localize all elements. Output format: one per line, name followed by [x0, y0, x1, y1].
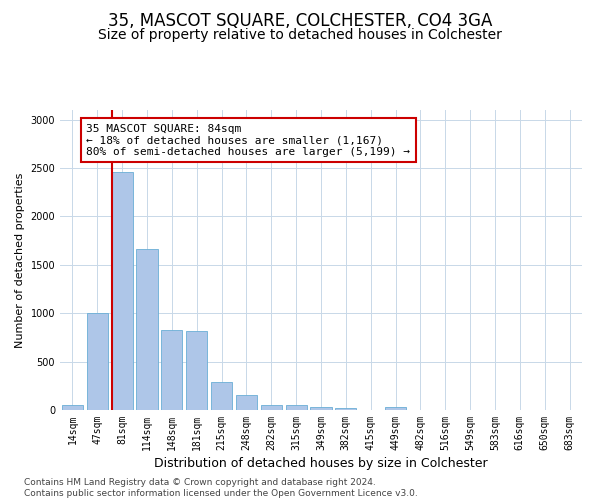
Y-axis label: Number of detached properties: Number of detached properties — [15, 172, 25, 348]
Text: 35 MASCOT SQUARE: 84sqm
← 18% of detached houses are smaller (1,167)
80% of semi: 35 MASCOT SQUARE: 84sqm ← 18% of detache… — [86, 124, 410, 156]
Bar — [161, 330, 182, 410]
Text: 35, MASCOT SQUARE, COLCHESTER, CO4 3GA: 35, MASCOT SQUARE, COLCHESTER, CO4 3GA — [108, 12, 492, 30]
Text: Contains HM Land Registry data © Crown copyright and database right 2024.
Contai: Contains HM Land Registry data © Crown c… — [24, 478, 418, 498]
Bar — [310, 406, 332, 410]
Text: Size of property relative to detached houses in Colchester: Size of property relative to detached ho… — [98, 28, 502, 42]
Bar — [385, 407, 406, 410]
Bar — [136, 250, 158, 410]
Bar — [286, 405, 307, 410]
Bar — [236, 396, 257, 410]
Bar — [112, 172, 133, 410]
Text: Distribution of detached houses by size in Colchester: Distribution of detached houses by size … — [154, 458, 488, 470]
Bar — [186, 330, 207, 410]
Bar — [261, 404, 282, 410]
Bar — [335, 408, 356, 410]
Bar — [211, 382, 232, 410]
Bar — [87, 313, 108, 410]
Bar — [62, 404, 83, 410]
